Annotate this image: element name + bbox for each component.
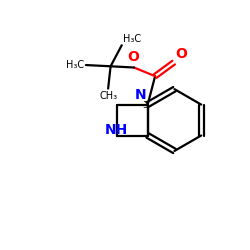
Text: N: N: [135, 88, 146, 102]
Text: O: O: [176, 47, 188, 61]
Text: 3: 3: [142, 101, 148, 110]
Text: H₃C: H₃C: [66, 60, 84, 70]
Text: H₃C: H₃C: [123, 34, 141, 44]
Text: O: O: [128, 50, 140, 64]
Text: CH₃: CH₃: [99, 90, 117, 101]
Text: NH: NH: [105, 123, 128, 137]
